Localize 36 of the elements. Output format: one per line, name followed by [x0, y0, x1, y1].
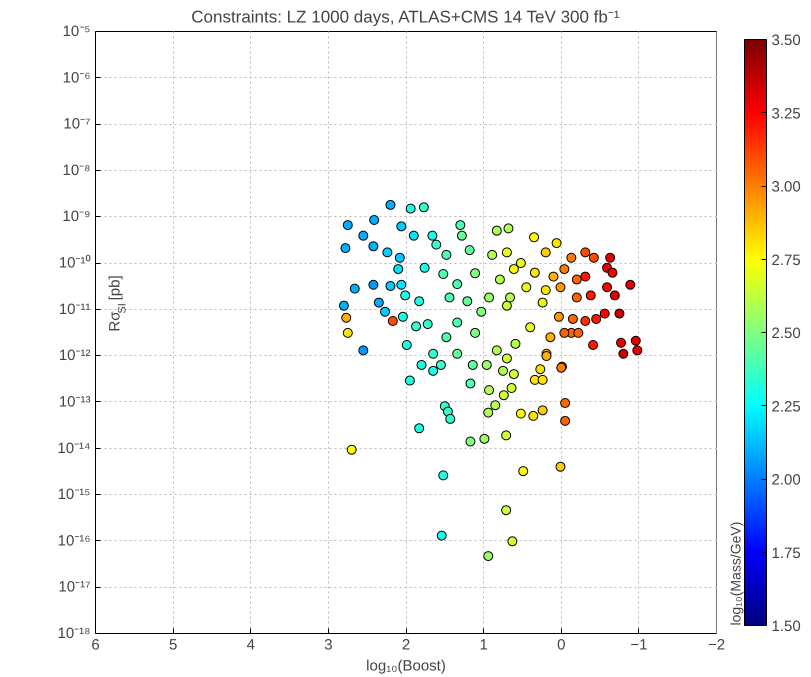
y-tick-label: 10⁻¹⁶: [58, 532, 91, 550]
y-tick-label: 10⁻¹⁸: [57, 625, 91, 642]
x-tick-label: 1: [479, 636, 488, 654]
y-tick-label: 10⁻⁷: [63, 116, 91, 133]
y-tick-label: 10⁻¹⁴: [57, 440, 90, 457]
y-tick-label: 10⁻¹⁰: [58, 254, 91, 272]
color-bar-label: 3.00: [772, 178, 801, 196]
y-tick-label: 10⁻¹¹: [58, 300, 91, 318]
y-tick-label: 10⁻⁸: [62, 162, 91, 179]
x-tick-label: 0: [557, 636, 566, 654]
color-bar-label: 3.50: [772, 32, 801, 49]
color-bar-label: 3.25: [772, 105, 801, 122]
y-axis-title: RσSI [pb]: [106, 275, 128, 332]
y-tick-label: 10⁻⁶: [62, 69, 90, 86]
color-bar-label: 1.75: [772, 544, 801, 562]
x-tick-label: −2: [708, 636, 726, 654]
x-tick-label: 6: [91, 636, 100, 654]
color-bar-label: 2.00: [772, 472, 801, 488]
x-axis-title: log₁₀(Boost): [366, 658, 446, 674]
y-tick-label: 10⁻⁹: [62, 208, 90, 226]
color-bar-label: 2.25: [772, 398, 801, 416]
x-tick-label: 5: [168, 636, 178, 654]
color-bar-label: 2.75: [772, 252, 801, 269]
x-tick-label: 4: [246, 636, 255, 654]
color-bar-label: 2.50: [772, 325, 801, 342]
y-tick-label: 10⁻¹⁵: [58, 486, 91, 504]
y-tick-label: 10⁻¹²: [58, 347, 91, 364]
x-tick-label: 2: [402, 636, 410, 654]
y-tick-label: 10⁻¹³: [58, 393, 91, 410]
color-bar-label: 1.50: [772, 618, 801, 635]
y-tick-label: 10⁻¹⁷: [58, 578, 90, 596]
x-tick-label: 3: [324, 636, 333, 654]
y-tick-label: 10⁻⁵: [62, 23, 91, 40]
color-bar-title: log₁₀(Mass/GeV): [728, 522, 744, 626]
x-tick-label: −1: [630, 636, 648, 654]
chart-title: Constraints: LZ 1000 days, ATLAS+CMS 14 TeV 300 fb⁻¹: [191, 8, 620, 26]
